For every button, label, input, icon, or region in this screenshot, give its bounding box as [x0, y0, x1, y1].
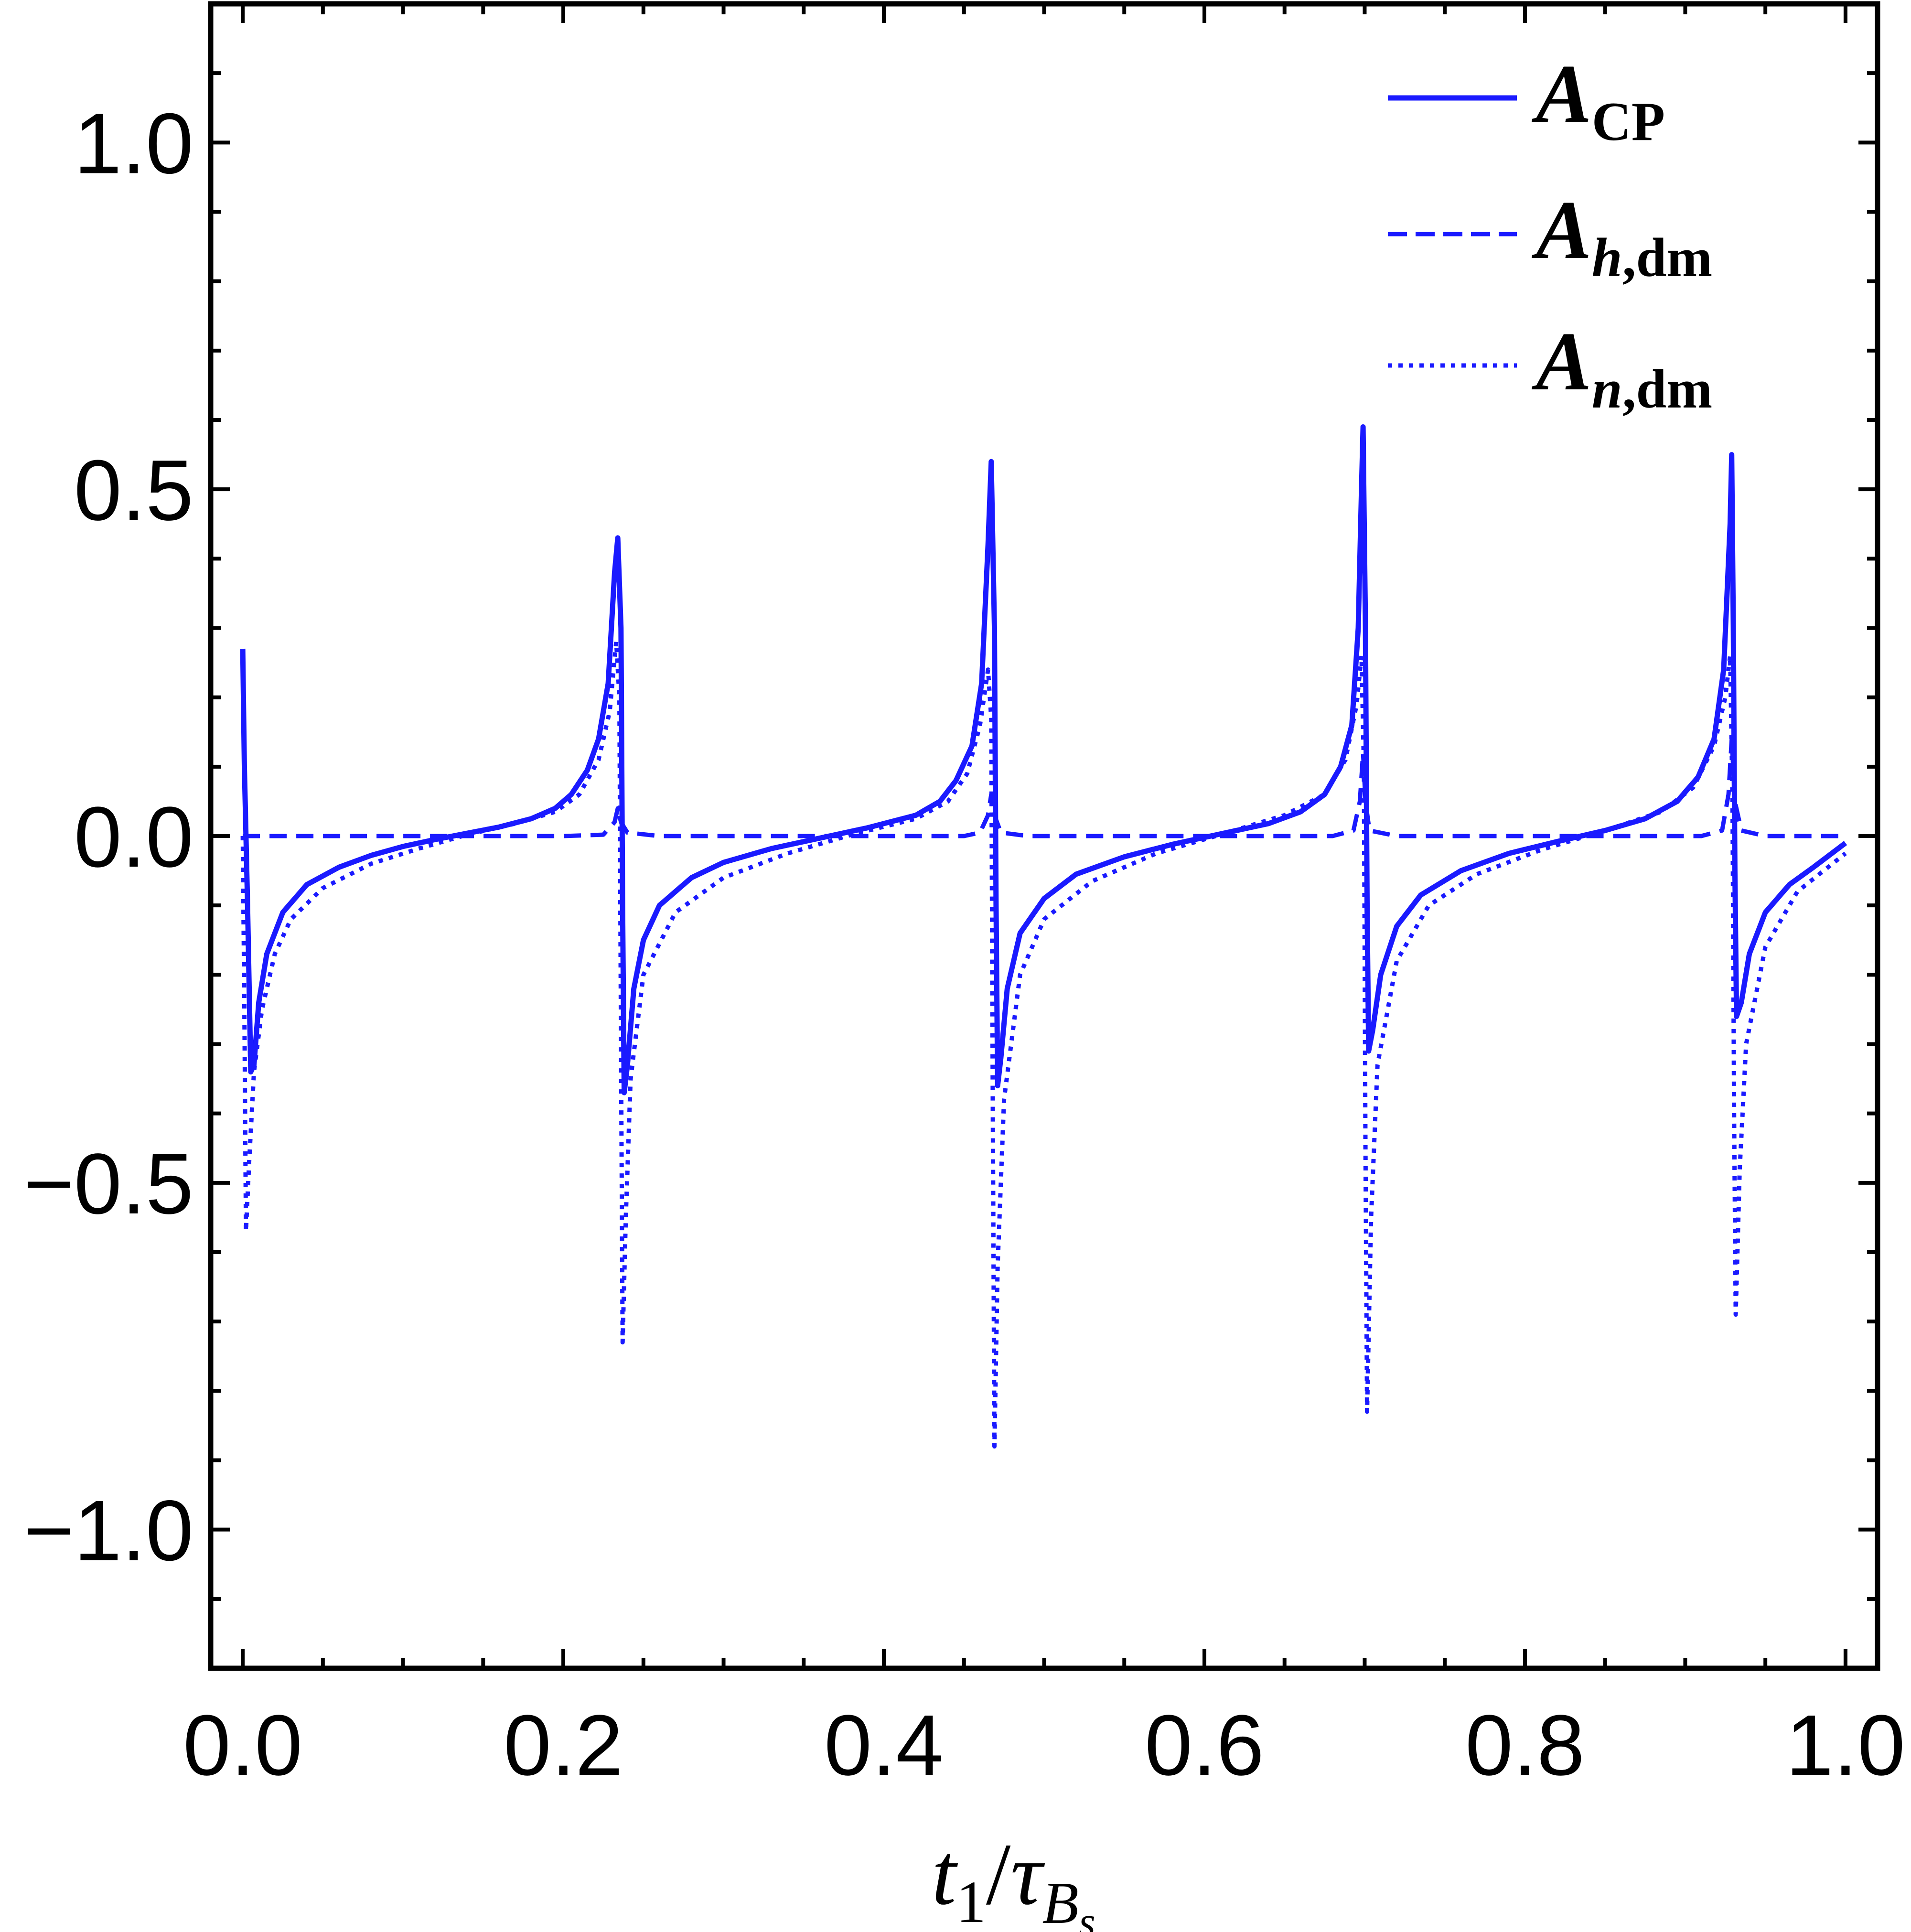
- x-tick-label: 0.2: [504, 1697, 623, 1793]
- legend-label: ACP: [1531, 47, 1665, 152]
- x-axis-title: t1/τBs: [932, 1825, 1095, 1932]
- x-tick-label: 0.6: [1145, 1697, 1264, 1793]
- legend-label: Ah,dm: [1531, 183, 1712, 288]
- y-axis-ticks: [211, 2, 1878, 1670]
- x-tick-label: 0.0: [183, 1697, 302, 1793]
- x-tick-label: 0.4: [824, 1697, 944, 1793]
- series-line-dashed: [243, 737, 1846, 838]
- y-tick-label: 1.0: [74, 96, 193, 192]
- legend: ACP Ah,dm An,dm: [1388, 47, 1712, 419]
- series-line-dotted: [240, 640, 1847, 1449]
- series-line-solid: [240, 424, 1847, 1095]
- x-tick-label: 0.8: [1465, 1697, 1585, 1793]
- y-tick-label: 0.5: [74, 442, 193, 538]
- y-tick-label: −0.5: [24, 1136, 193, 1232]
- y-tick-label: 0.0: [74, 789, 193, 885]
- x-tick-label: 1.0: [1786, 1697, 1905, 1793]
- y-tick-label: −1.0: [24, 1483, 193, 1579]
- x-axis-ticks: [241, 4, 1847, 1668]
- x-axis-tick-labels: 0.0 0.2 0.4 0.6 0.8 1.0: [183, 1697, 1905, 1793]
- series-layer: [240, 424, 1847, 1449]
- legend-label: An,dm: [1531, 315, 1712, 419]
- y-axis-tick-labels: −1.0 −0.5 0.0 0.5 1.0: [24, 96, 193, 1578]
